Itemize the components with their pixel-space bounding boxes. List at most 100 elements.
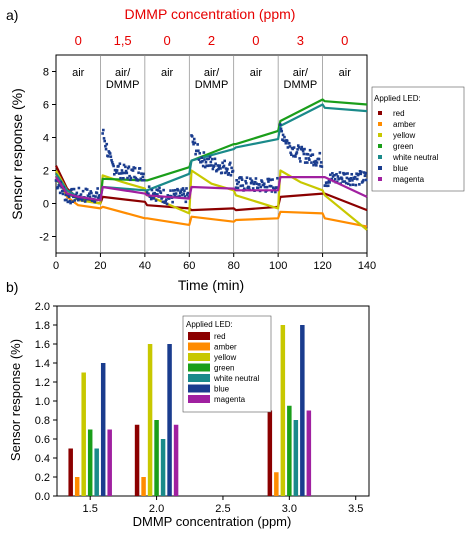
point-blue <box>217 167 220 171</box>
point-blue <box>333 177 337 181</box>
point-blue <box>308 158 311 161</box>
panel-a-label: a) <box>6 7 18 23</box>
x-tick-label-a-120: 120 <box>313 260 331 272</box>
phase-label-1: air/DMMP <box>106 67 140 91</box>
point-blue <box>326 181 329 184</box>
y-tick-label-b-6: 1.2 <box>35 377 50 389</box>
bar-green-2 <box>154 420 159 496</box>
point-blue <box>222 164 226 168</box>
point-blue <box>262 182 266 186</box>
point-blue <box>234 186 238 189</box>
bar-white-neutral-2 <box>160 439 166 496</box>
point-blue <box>258 183 261 186</box>
point-blue <box>337 177 341 180</box>
legend-a-item-magenta: magenta <box>378 175 425 184</box>
y-tick-label-a--2: -2 <box>39 232 49 244</box>
point-blue <box>219 167 222 170</box>
legend-b-label: blue <box>214 385 230 394</box>
point-blue <box>231 169 235 173</box>
legend-a-label: green <box>393 142 413 151</box>
point-blue <box>115 171 118 174</box>
point-blue <box>256 186 260 190</box>
legend-a-marker <box>378 133 382 137</box>
bar-red-2 <box>134 424 140 496</box>
series-line-green <box>55 98 368 202</box>
point-blue <box>169 189 172 192</box>
point-blue <box>228 163 231 166</box>
legend-a-label: magenta <box>393 175 425 184</box>
point-blue <box>270 190 274 193</box>
concentration-label-5: 3 <box>297 33 304 48</box>
point-blue <box>301 148 304 151</box>
point-blue <box>358 183 361 186</box>
y-tick-label-b-7: 1.4 <box>35 358 50 370</box>
phase-label-3: air/DMMP <box>195 67 229 91</box>
point-blue <box>317 157 321 161</box>
point-blue <box>92 194 95 198</box>
point-blue <box>355 172 358 176</box>
point-blue <box>203 158 206 161</box>
point-blue <box>340 177 344 181</box>
point-blue <box>94 195 97 198</box>
point-blue <box>119 176 122 180</box>
point-blue <box>289 151 292 155</box>
point-blue <box>178 194 181 198</box>
point-blue <box>275 186 279 189</box>
point-blue <box>67 195 71 199</box>
point-blue <box>281 138 284 142</box>
point-blue <box>66 200 70 204</box>
point-blue <box>215 168 219 172</box>
bar-blue-3 <box>300 325 305 496</box>
point-blue <box>282 139 286 142</box>
legend-a-item-blue: blue <box>378 164 409 173</box>
y-tick-label-b-3: 0.6 <box>35 434 50 446</box>
point-blue <box>235 179 238 182</box>
point-blue <box>285 139 289 143</box>
point-blue <box>348 179 351 182</box>
point-blue <box>88 195 92 199</box>
point-blue <box>103 139 107 143</box>
point-blue <box>249 177 252 180</box>
point-blue <box>85 188 89 191</box>
legend-b-swatch <box>188 353 210 361</box>
point-blue <box>115 169 119 172</box>
point-blue <box>84 187 88 191</box>
point-blue <box>181 193 184 197</box>
point-blue <box>142 172 145 176</box>
point-blue <box>263 185 267 189</box>
point-blue <box>161 200 165 204</box>
point-blue <box>162 188 165 192</box>
point-blue <box>65 198 68 202</box>
point-blue <box>228 161 232 165</box>
point-blue <box>283 135 286 139</box>
legend-b-label: white neutral <box>213 374 260 383</box>
point-blue <box>347 177 351 181</box>
point-blue <box>303 161 307 164</box>
point-blue <box>106 154 110 158</box>
point-blue <box>299 160 302 163</box>
point-blue <box>70 187 74 191</box>
legend-a-marker <box>378 122 382 126</box>
point-blue <box>280 129 284 133</box>
point-blue <box>126 176 129 180</box>
point-blue <box>150 188 154 192</box>
point-blue <box>86 194 90 197</box>
point-blue <box>294 152 298 156</box>
point-blue <box>197 149 200 153</box>
point-blue <box>139 177 142 181</box>
point-blue <box>269 184 273 188</box>
point-blue <box>281 133 285 137</box>
legend-b-label: red <box>214 332 226 341</box>
point-blue <box>301 149 305 153</box>
point-blue <box>127 165 131 169</box>
point-blue <box>172 189 175 192</box>
legend-a-marker <box>378 177 382 181</box>
point-blue <box>117 164 120 168</box>
legend-a-label: amber <box>393 120 416 129</box>
point-blue <box>206 164 210 168</box>
bar-magenta-3 <box>306 410 312 496</box>
point-blue <box>89 190 93 193</box>
point-blue <box>156 189 160 192</box>
legend-b-label: yellow <box>214 353 236 362</box>
